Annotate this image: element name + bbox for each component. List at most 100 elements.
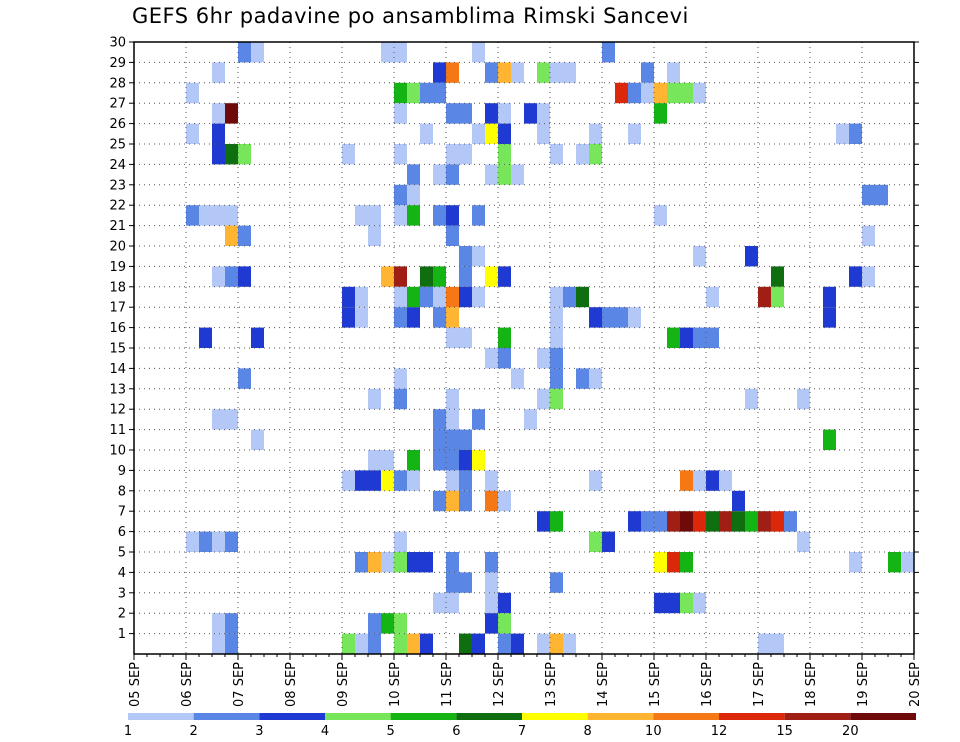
precip-cell [862, 184, 875, 206]
precip-cell [394, 103, 407, 124]
precip-cell [407, 164, 420, 185]
y-tick-label: 5 [118, 546, 126, 561]
colorbar-swatch [719, 713, 785, 720]
precip-cell [251, 42, 264, 63]
precip-cell [563, 286, 576, 308]
precip-cell [537, 123, 550, 144]
y-tick-label: 23 [109, 178, 126, 193]
precip-cell [498, 62, 511, 83]
precip-cell [225, 225, 238, 246]
precip-cell [537, 388, 550, 410]
precip-cell [420, 286, 433, 308]
y-tick-label: 21 [109, 219, 126, 234]
precip-cell [719, 470, 732, 491]
precip-cell [680, 552, 693, 573]
precip-cell [407, 286, 420, 308]
precip-cell [199, 327, 212, 348]
precip-cell [433, 164, 446, 185]
colorbar-swatch [128, 713, 194, 720]
precip-cell [446, 552, 459, 573]
precip-cell [459, 246, 472, 267]
precip-cell [433, 82, 446, 104]
precip-cell [446, 225, 459, 246]
colorbar-label: 8 [584, 724, 592, 739]
precip-cell [693, 327, 706, 348]
y-tick-label: 14 [109, 362, 126, 377]
precip-cell [420, 82, 433, 104]
precip-cell [485, 103, 498, 124]
precip-cell [849, 552, 862, 573]
y-tick-label: 2 [118, 607, 126, 622]
colorbar-swatch [522, 713, 588, 720]
x-tick-label: 16 SEP [700, 662, 715, 707]
precip-cell [576, 368, 589, 389]
precip-cell [238, 266, 251, 287]
precip-cell [446, 388, 459, 410]
colorbar-label: 2 [190, 724, 198, 739]
precip-cell [420, 266, 433, 287]
precip-cell [758, 511, 771, 532]
precip-cell [407, 552, 420, 573]
precip-cell [485, 266, 498, 287]
precip-cell [433, 205, 446, 226]
x-tick-label: 14 SEP [596, 662, 611, 707]
precip-cell [381, 470, 394, 491]
precip-cell [693, 82, 706, 104]
precip-cell [797, 531, 810, 552]
precip-cell [745, 246, 758, 267]
precip-cell [706, 327, 719, 348]
precip-cell [446, 286, 459, 308]
precip-cell [537, 511, 550, 532]
precip-cell [394, 286, 407, 308]
precip-cell [355, 470, 368, 491]
precip-cell [849, 123, 862, 144]
precip-cell [472, 205, 485, 226]
precip-cell [498, 592, 511, 614]
precip-cell [485, 470, 498, 491]
precip-cell [446, 307, 459, 328]
x-tick-label: 08 SEP [284, 662, 299, 707]
y-tick-label: 10 [109, 444, 126, 459]
precip-cell [225, 266, 238, 287]
precip-cell [225, 103, 238, 124]
precip-cell [654, 552, 667, 573]
precip-cell [862, 225, 875, 246]
precip-cell [485, 348, 498, 369]
precip-cell [732, 511, 745, 532]
precip-cell [550, 144, 563, 165]
precip-cell [407, 450, 420, 471]
precip-cell [225, 144, 238, 165]
precip-cell [459, 572, 472, 593]
precip-cell [550, 368, 563, 389]
precip-cell [212, 633, 225, 654]
precip-cell [498, 144, 511, 165]
precip-cell [446, 103, 459, 124]
precip-cell [511, 164, 524, 185]
precip-cell [368, 633, 381, 654]
precip-cell [472, 42, 485, 63]
precip-cell [251, 327, 264, 348]
colorbar-label: 4 [321, 724, 329, 739]
precip-cell [784, 511, 797, 532]
precip-cell [654, 82, 667, 104]
precip-cell [342, 144, 355, 165]
x-tick-label: 20 SEP [908, 662, 923, 707]
precip-cell [550, 307, 563, 328]
precip-cell [498, 327, 511, 348]
precip-cell [550, 286, 563, 308]
y-tick-label: 16 [109, 321, 126, 336]
precip-cell [524, 103, 537, 124]
precip-cell [693, 246, 706, 267]
colorbar-label: 15 [776, 724, 793, 739]
precip-cell [680, 470, 693, 491]
precip-cell [433, 592, 446, 614]
precip-cell [771, 511, 784, 532]
precip-cell [524, 409, 537, 430]
precip-cell [888, 552, 901, 573]
precip-cell [446, 144, 459, 165]
colorbar-label: 7 [518, 724, 526, 739]
colorbar-label: 6 [452, 724, 460, 739]
precip-cell [550, 511, 563, 532]
precip-cell [537, 62, 550, 83]
precip-cell [667, 82, 680, 104]
